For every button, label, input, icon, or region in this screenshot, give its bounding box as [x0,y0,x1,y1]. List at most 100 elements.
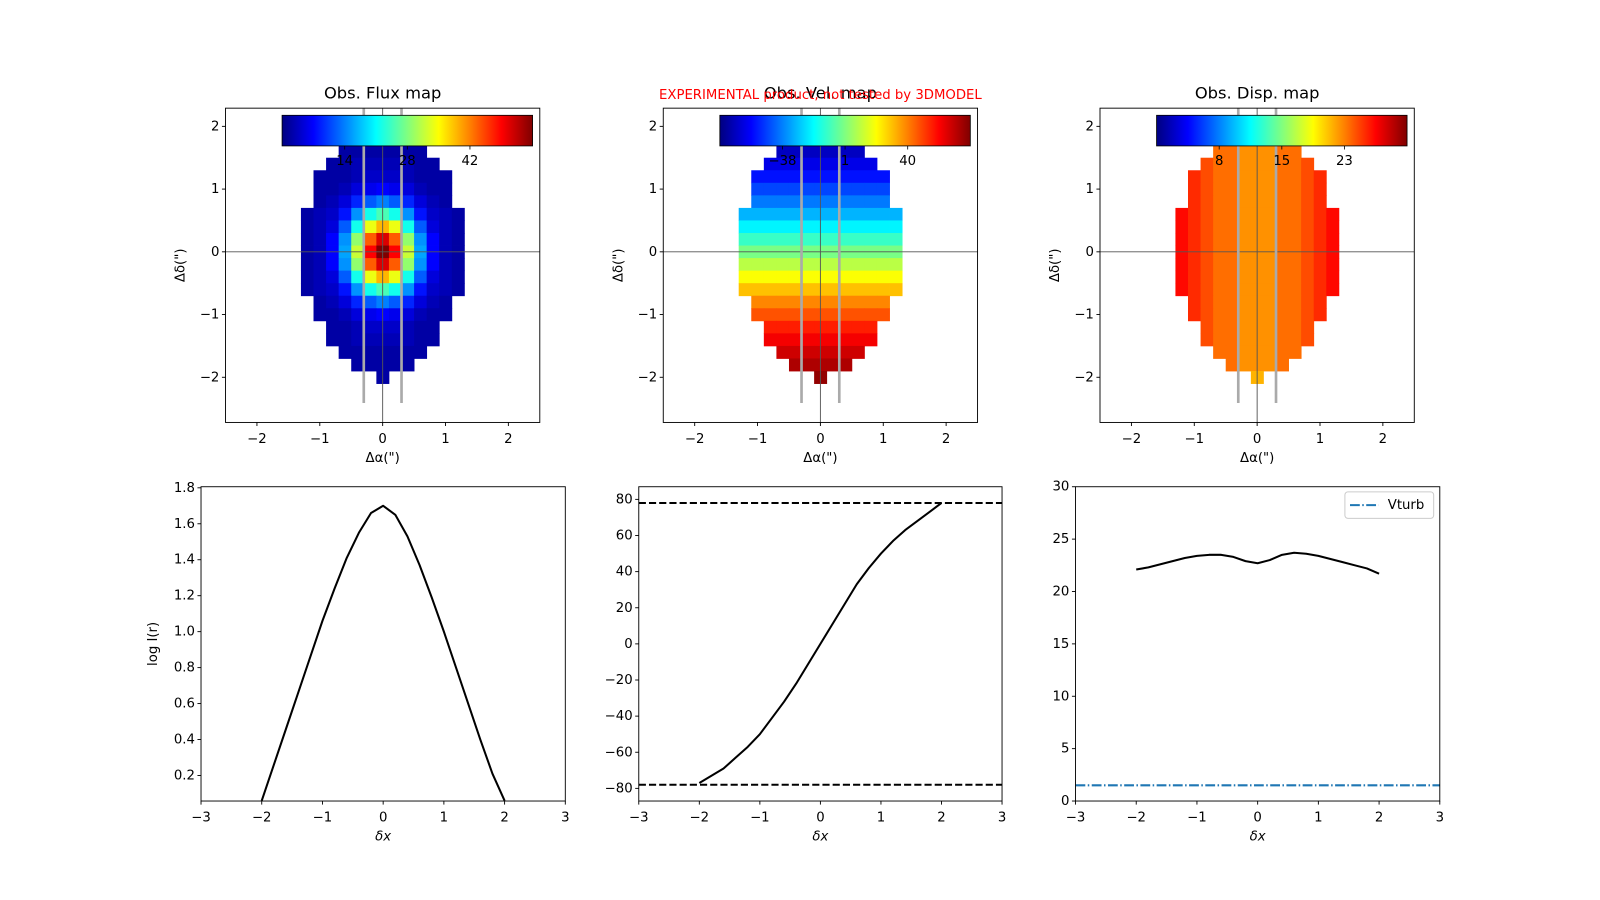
map-cell [1288,295,1302,309]
axes-title: Obs. Disp. map [1195,83,1320,102]
map-cell [826,358,840,372]
map-cell [1200,182,1214,196]
map-cell [326,207,340,221]
map-cell [876,220,890,234]
y-tick-label: 10 [1053,689,1070,704]
map-cell [401,207,415,221]
map-cell [1188,170,1201,184]
map-cell [801,220,815,234]
map-cell [839,320,853,334]
map-cell [326,232,340,246]
map-cell [1225,220,1239,234]
map-cell [1213,207,1227,221]
y-tick-label: 0 [649,245,657,260]
map-cell [763,295,777,309]
map-cell [864,170,878,184]
x-tick-label: 2 [942,432,950,447]
map-cell [751,232,765,246]
map-cell [1276,295,1289,309]
map-cell [776,320,790,334]
map-cell [1213,220,1227,234]
legend-label: Vturb [1388,498,1425,513]
map-cell [1238,270,1252,284]
map-cell [738,232,752,246]
map-cell [1326,220,1340,234]
map-cell [1313,283,1327,297]
map-cell [1188,270,1201,284]
map-cell [388,207,402,221]
colorbar-tick-label: 8 [1215,154,1223,169]
map-cell [1188,295,1201,309]
map-cell [1276,345,1289,359]
map-cell [851,295,865,309]
x-tick-label: 2 [500,810,508,825]
map-cell [363,220,377,234]
map-cell [851,170,865,184]
map-cell [363,207,377,221]
map-cell [363,358,377,372]
map-cell [1263,270,1277,284]
line-series [260,504,506,802]
map-cell [1313,195,1327,209]
map-cell [388,333,402,347]
map-cell [1288,195,1302,209]
map-cell [1213,182,1227,196]
y-tick-label: −1 [1074,308,1094,323]
map-cell [1213,258,1227,272]
map-cell [1288,320,1302,334]
map-cell [801,358,815,372]
map-cell [326,333,340,347]
map-cell [313,207,327,221]
map-cell [401,345,415,359]
map-cell [1225,182,1239,196]
map-cell [1225,232,1239,246]
map-cell [1200,232,1214,246]
map-cell [1288,220,1302,234]
map-cell [313,270,327,284]
x-tick-label: −1 [748,432,768,447]
map-cell [338,295,352,309]
map-cell [313,170,327,184]
y-tick-label: 2 [649,119,657,134]
y-tick-label: 30 [1053,480,1070,495]
map-cell [1288,345,1302,359]
map-cell [776,207,790,221]
map-cell [1238,308,1252,322]
map-cell [1238,333,1252,347]
map-cell [326,283,340,297]
x-axis-label: δx [1250,830,1266,845]
map-cell [1288,283,1302,297]
map-cell [751,308,765,322]
map-cell [414,182,428,196]
map-cell [300,270,314,284]
map-cell [401,295,415,309]
map-cell [738,220,752,234]
map-cell [313,182,327,196]
y-tick-label: −20 [605,673,633,688]
map-cell [1288,232,1302,246]
y-tick-label: 1.8 [174,481,195,496]
map-cell [1276,170,1289,184]
map-cell [451,258,465,272]
map-cell [351,195,365,209]
map-cell [864,295,878,309]
map-cell [889,283,903,297]
map-cell [864,220,878,234]
map-cell [839,333,853,347]
map-cell [1225,195,1239,209]
map-cell [776,232,790,246]
legend-box [1344,491,1435,519]
map-cell [351,345,365,359]
map-cell [326,295,340,309]
y-tick-label: 0 [624,637,632,652]
map-cell [801,232,815,246]
colorbar [1156,114,1408,147]
map-cell [864,195,878,209]
colorbar-tick-label: 40 [899,154,916,169]
map-cell [414,232,428,246]
map-cell [751,270,765,284]
map-cell [338,333,352,347]
x-tick-label: −2 [690,810,710,825]
map-cell [1213,333,1227,347]
map-cell [426,270,440,284]
